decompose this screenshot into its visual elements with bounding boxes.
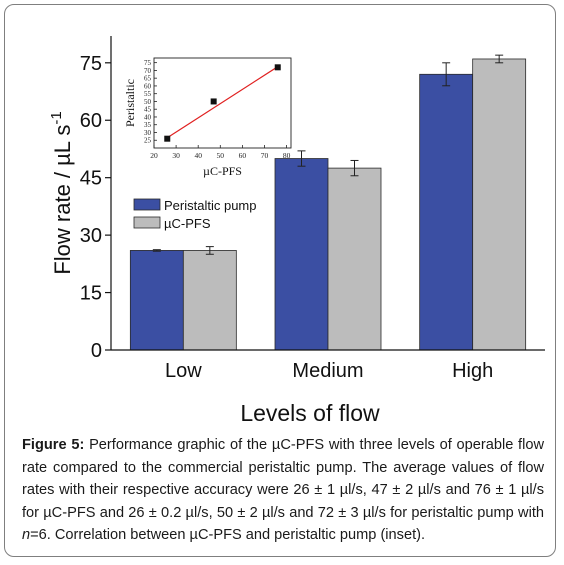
inset-x-tick-label: 30 <box>172 151 180 160</box>
figure-caption: Figure 5: Performance graphic of the µC-… <box>22 434 544 547</box>
bar-peristaltic-pump-medium <box>274 158 329 351</box>
inset-plot-frame <box>153 57 292 149</box>
inset-data-point <box>210 98 217 105</box>
inset-y-axis-label: Peristaltic <box>123 79 137 127</box>
y-tick-label: 45 <box>80 168 102 190</box>
legend-label: Peristaltic pump <box>164 198 256 213</box>
inset-y-tick-label: 40 <box>144 113 152 121</box>
caption-text-end: =6. Correlation between µC-PFS and peris… <box>30 527 426 544</box>
y-tick-label: 0 <box>91 340 102 362</box>
x-tick-label: High <box>452 360 493 382</box>
main-bar-chart: Low Medium High 0 15 30 45 60 75 Flow rate / µL s… <box>48 36 545 426</box>
y-tick-label: 60 <box>80 110 102 132</box>
legend-label: µC-PFS <box>164 216 211 231</box>
inset-y-tick-label: 45 <box>144 106 152 114</box>
caption-label: Figure 5: <box>22 437 85 453</box>
legend-swatch <box>133 198 161 211</box>
y-axis-label: Flow rate / µL s-1 <box>48 111 75 274</box>
chart-area: Low Medium High 0 15 30 45 60 75 Flow rate / µL s… <box>48 36 545 426</box>
inset-x-tick-label: 20 <box>150 151 158 160</box>
bar--c-pfs-medium <box>327 167 382 351</box>
caption-text: Performance graphic of the µC-PFS with t… <box>22 437 545 521</box>
bar--c-pfs-low <box>182 250 237 351</box>
x-tick-label: Low <box>165 360 202 382</box>
inset-y-tick-label: 55 <box>144 90 152 98</box>
inset-scatter-chart: 20 30 40 50 60 70 802530354045505560657075Peri… <box>123 57 292 178</box>
x-tick-label: Medium <box>292 360 363 382</box>
inset-y-tick-label: 25 <box>144 137 152 145</box>
inset-y-tick-label: 70 <box>144 67 152 75</box>
inset-x-tick-label: 80 <box>283 151 291 160</box>
inset-data-point <box>164 135 171 142</box>
bar-peristaltic-pump-high <box>419 73 474 351</box>
bar--c-pfs-high <box>472 58 527 351</box>
caption-n-symbol: n <box>22 527 31 544</box>
inset-y-tick-label: 50 <box>144 98 152 106</box>
legend-swatch <box>133 216 161 229</box>
y-axis-label-text: Flow rate / µL s <box>50 125 75 275</box>
y-tick-label: 30 <box>80 225 102 247</box>
inset-x-tick-label: 60 <box>239 151 247 160</box>
inset-x-tick-label: 70 <box>261 151 269 160</box>
inset-data-point <box>274 64 281 71</box>
bar-peristaltic-pump-low <box>129 250 184 351</box>
inset-y-tick-label: 65 <box>144 75 152 83</box>
y-tick-label: 15 <box>80 283 102 305</box>
inset-x-axis-label: µC-PFS <box>203 164 242 178</box>
inset-y-tick-label: 35 <box>144 121 152 129</box>
inset-y-tick-label: 30 <box>144 129 152 137</box>
inset-fit-line <box>166 66 279 139</box>
inset-x-tick-label: 50 <box>217 151 225 160</box>
inset-y-tick-label: 60 <box>144 82 152 90</box>
y-axis-label-exponent: -1 <box>48 111 65 124</box>
inset-x-tick-label: 40 <box>194 151 202 160</box>
x-axis-label: Levels of flow <box>240 400 380 426</box>
inset-y-tick-label: 75 <box>144 59 152 67</box>
y-tick-label: 75 <box>80 53 102 75</box>
